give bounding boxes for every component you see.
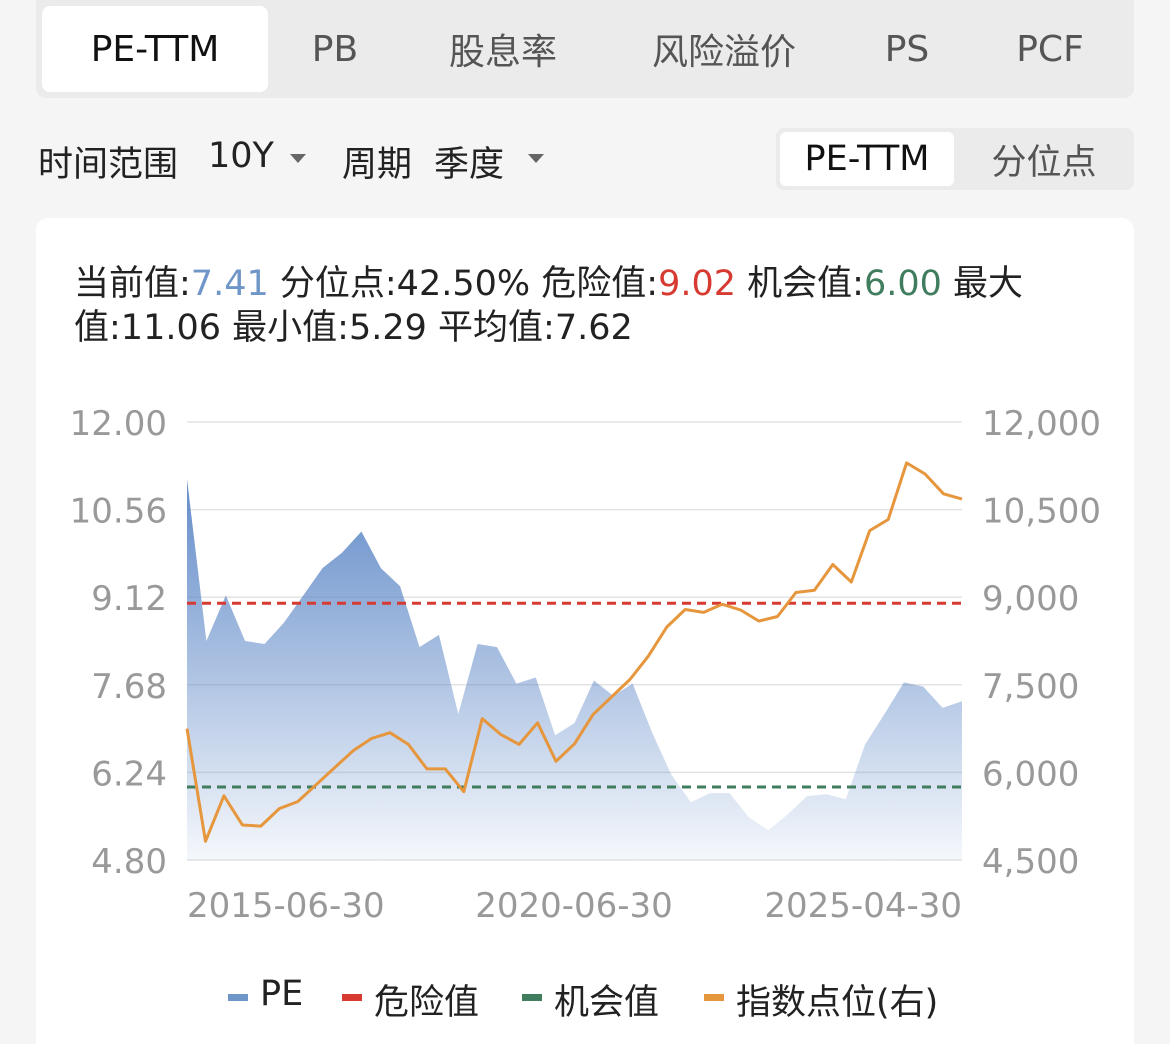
view-toggle: PE-TTM 分位点 [776, 128, 1134, 190]
y-right-tick-label: 12,000 [982, 404, 1101, 444]
avg-label: 平均值: [438, 308, 555, 348]
stats-summary: 当前值:7.41 分位点:42.50% 危险值:9.02 机会值:6.00 最大… [74, 262, 1074, 350]
period-select[interactable]: 季度 [434, 145, 505, 185]
toggle-percentile[interactable]: 分位点 [991, 142, 1097, 183]
y-left-tick-label: 4.80 [91, 842, 167, 882]
y-right-tick-label: 10,500 [982, 492, 1101, 532]
pe-chart[interactable]: 12.00 10.56 9.12 7.68 6.24 4.80 12,000 10,500 9,… [0, 380, 1170, 940]
chance-label: 机会值: [747, 264, 864, 304]
min-label: 最小值: [232, 308, 349, 348]
legend-danger[interactable]: 危险值 [374, 983, 480, 1023]
max-label-cont: 值: [74, 308, 121, 348]
period-chevron-down-icon[interactable] [528, 154, 544, 163]
current-value: 7.41 [190, 264, 269, 304]
toggle-pe-ttm[interactable]: PE-TTM [780, 132, 954, 186]
min-value: 5.29 [348, 308, 427, 348]
x-tick-label: 2025-04-30 [764, 886, 962, 926]
time-range-chevron-down-icon[interactable] [290, 154, 306, 163]
y-left-tick-label: 10.56 [70, 492, 167, 532]
pe-area-series [187, 479, 962, 860]
x-tick-label: 2015-06-30 [187, 886, 385, 926]
y-right-tick-label: 9,000 [982, 579, 1079, 619]
tab-dividend-yield[interactable]: 股息率 [448, 32, 557, 73]
y-left-tick-label: 9.12 [91, 579, 167, 619]
legend-index-swatch [704, 994, 724, 1001]
chance-value: 6.00 [863, 264, 942, 304]
current-label: 当前值: [74, 264, 191, 304]
pe-area [187, 479, 962, 860]
legend-danger-swatch [342, 994, 362, 1001]
avg-value: 7.62 [554, 308, 633, 348]
legend-index[interactable]: 指数点位(右) [736, 983, 939, 1023]
filter-bar: 时间范围 10Y 周期 季度 [36, 128, 1134, 188]
y-left-tick-label: 7.68 [91, 667, 167, 707]
tab-pb[interactable]: PB [311, 28, 359, 70]
chart-legend: PE 危险值 机会值 指数点位(右) [0, 970, 1170, 1023]
y-right-tick-label: 7,500 [982, 667, 1079, 707]
y-left-tick-label: 6.24 [91, 754, 167, 794]
tab-risk-premium[interactable]: 风险溢价 [651, 32, 796, 73]
period-label: 周期 [342, 145, 413, 185]
danger-value: 9.02 [658, 264, 737, 304]
legend-pe-swatch [228, 994, 248, 1001]
time-range-select[interactable]: 10Y [208, 136, 274, 176]
tab-pe-ttm[interactable]: PE-TTM [42, 6, 268, 92]
metric-tab-bar: PE-TTM PB 股息率 风险溢价 PS PCF [36, 0, 1134, 98]
tab-pcf[interactable]: PCF [1016, 28, 1084, 70]
x-tick-label: 2020-06-30 [475, 886, 673, 926]
axis-labels: 12.00 10.56 9.12 7.68 6.24 4.80 12,000 10,500 9,… [70, 404, 1101, 926]
legend-chance-swatch [522, 994, 542, 1001]
index-line [185, 461, 963, 843]
max-value: 11.06 [120, 308, 221, 348]
tab-ps[interactable]: PS [884, 28, 930, 70]
y-right-tick-label: 4,500 [982, 842, 1079, 882]
max-label: 最大 [953, 264, 1024, 304]
y-right-tick-label: 6,000 [982, 754, 1079, 794]
y-left-tick-label: 12.00 [70, 404, 167, 444]
danger-label: 危险值: [541, 264, 659, 304]
percentile-value: 42.50% [396, 264, 531, 304]
percentile-label: 分位点: [279, 264, 397, 304]
index-line-series [185, 461, 963, 843]
time-range-label: 时间范围 [38, 145, 179, 185]
reference-lines [187, 601, 962, 789]
legend-chance[interactable]: 机会值 [554, 983, 660, 1023]
legend-pe[interactable]: PE [260, 974, 304, 1014]
